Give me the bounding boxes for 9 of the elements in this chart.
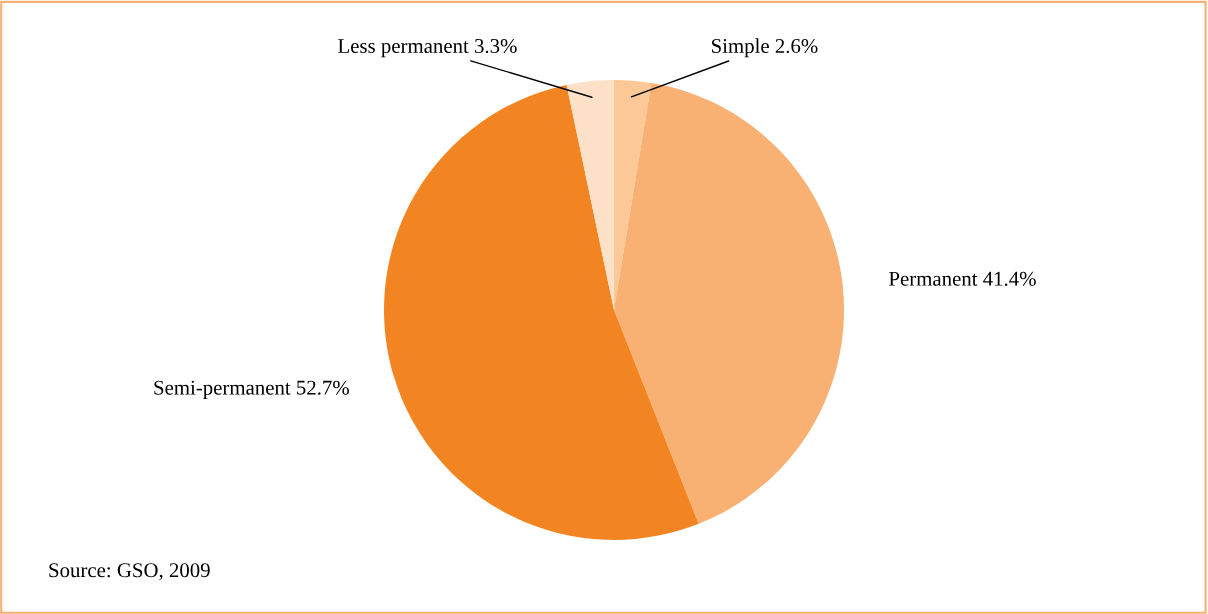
pie-slice <box>566 80 614 310</box>
slice-label: Semi-permanent 52.7% <box>154 380 349 399</box>
slice-label: Less permanent 3.3% <box>338 38 517 58</box>
pie-slice <box>384 84 699 540</box>
pie-slice <box>614 80 652 310</box>
slice-label: Simple 2.6% <box>711 38 818 58</box>
pie-slice <box>614 83 844 524</box>
slice-label: Permanent 41.4% <box>889 271 1036 286</box>
source-note: Source: GSO, 2009 <box>49 563 210 581</box>
